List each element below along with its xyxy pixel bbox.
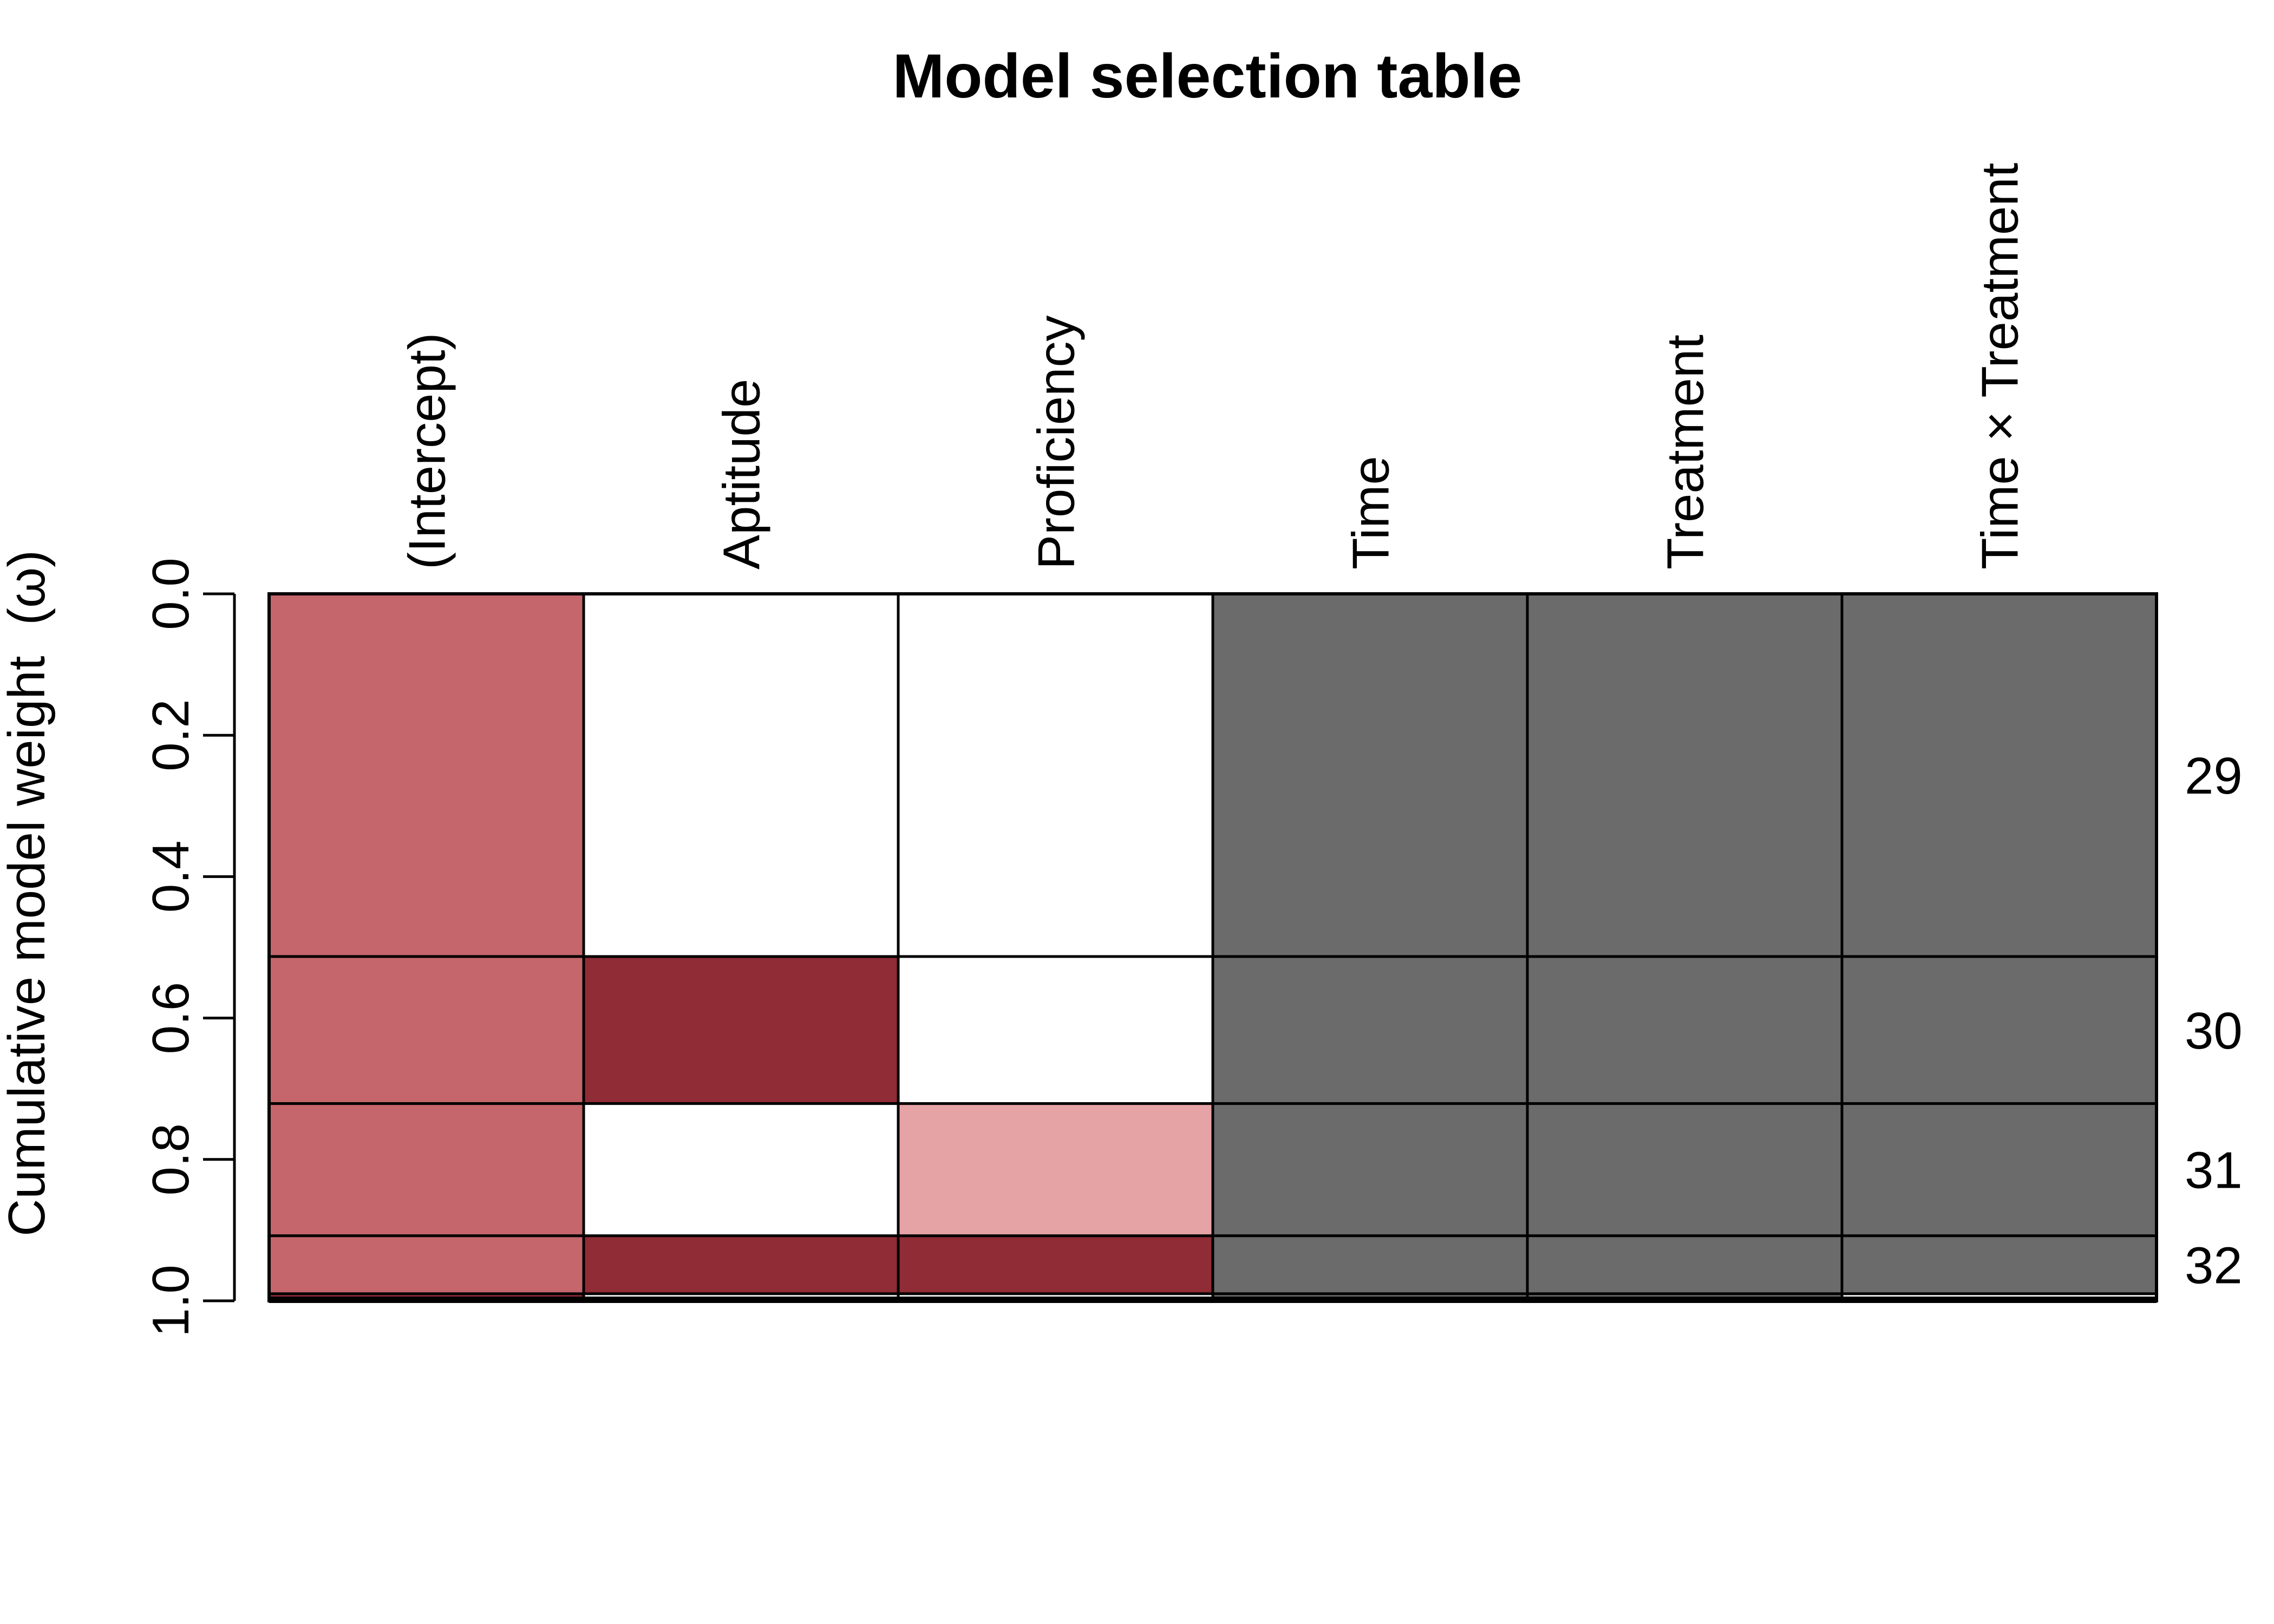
cell-model-4-col-1 [267,1234,585,1295]
column-label: Time [1342,456,1400,569]
column-label: Aptitude [713,379,771,569]
model-labels: 29 30 31 32 [2185,747,2243,1294]
model-label: 31 [2185,1142,2243,1200]
y-axis-label: Cumulative model weight (ω) [0,550,56,1236]
cell-model-3-col-2 [582,1102,900,1237]
cell-model-1-col-3 [897,592,1214,958]
cell-model-2-col-6 [1840,955,2158,1105]
cell-model-4-col-5 [1526,1234,1844,1295]
cell-model-1-col-1 [267,592,585,958]
cell-model-1-col-6 [1840,592,2158,958]
cell-model-2-col-1 [267,955,585,1105]
cell-model-3-col-1 [267,1102,585,1237]
cell-model-2-col-4 [1211,955,1529,1105]
column-label: Time × Treatment [1971,163,2029,569]
column-label: Proficiency [1028,316,1086,570]
cell-model-2-col-5 [1526,955,1844,1105]
cell-model-1-col-2 [582,592,900,958]
y-axis-label-text: Cumulative model weight [0,656,56,1237]
model-label: 32 [2185,1236,2243,1294]
cell-model-2-col-2 [582,955,900,1105]
model-label: 30 [2185,1002,2243,1060]
cell-model-1-col-4 [1211,592,1529,958]
column-label: (Intercept) [398,333,456,569]
y-axis-label-symbol: (ω) [0,550,56,625]
y-tick-label: 0.6 [142,982,200,1054]
svg-text:Cumulative model weight: Cumulative model weight (ω) [0,550,56,1236]
y-tick-label: 0.2 [142,699,200,771]
y-tick-label: 0.4 [142,841,200,913]
chart-title: Model selection table [892,42,1522,111]
cell-model-1-col-5 [1526,592,1844,958]
y-axis: 0.0 0.2 0.4 0.6 0.8 1.0 [142,558,236,1337]
column-label: Treatment [1657,335,1715,569]
cell-model-3-col-5 [1526,1102,1844,1237]
y-tick-label: 0.8 [142,1123,200,1195]
cell-model-4-col-4 [1211,1234,1529,1295]
cell-model-2-col-3 [897,955,1214,1105]
y-tick-label: 0.0 [142,558,200,630]
cell-grid [267,592,2158,1303]
column-labels: (Intercept) Aptitude Proficiency Time Treatm… [398,163,2029,569]
cell-model-3-col-3 [897,1102,1214,1237]
cell-model-3-col-6 [1840,1102,2158,1237]
y-tick-label: 1.0 [142,1265,200,1337]
model-label: 29 [2185,747,2243,805]
cell-model-3-col-4 [1211,1102,1529,1237]
cell-model-4-col-6 [1840,1234,2158,1295]
cell-model-4-col-2 [582,1234,900,1295]
cell-model-4-col-3 [897,1234,1214,1295]
